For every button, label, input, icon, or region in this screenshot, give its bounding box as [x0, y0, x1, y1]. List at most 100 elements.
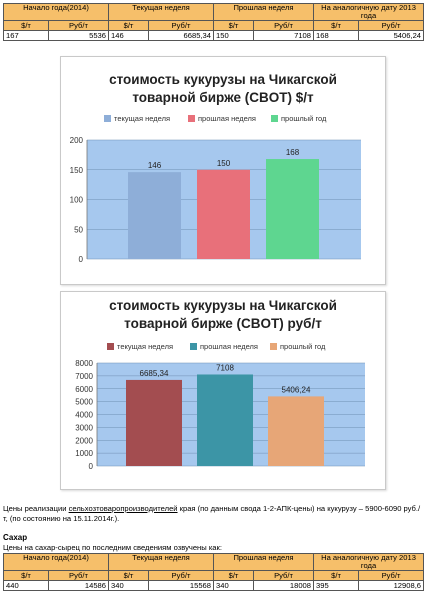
- y-tick-label: 8000: [75, 359, 93, 368]
- header-last-week: Прошлая неделя: [212, 3, 315, 21]
- legend-label: прошлая неделя: [200, 342, 258, 351]
- y-tick-label: 1000: [75, 449, 93, 458]
- header-current-week: Текущая неделя: [108, 3, 214, 21]
- value-cell: 5406,24: [358, 30, 425, 41]
- unit-cell: $/т: [108, 20, 149, 31]
- section-title-sugar: Сахар: [3, 533, 28, 542]
- bar-3: [268, 396, 324, 466]
- unit-cell: Руб/т: [48, 570, 109, 581]
- y-tick-label: 200: [70, 136, 84, 145]
- data-label: 6685,34: [140, 369, 169, 378]
- chart-rub-svg: стоимость кукурузы на Чикагской товарной…: [75, 298, 365, 471]
- y-tick-label: 3000: [75, 423, 93, 432]
- y-tick-label: 5000: [75, 398, 93, 407]
- bar-2: [197, 374, 253, 466]
- y-tick-label: 6000: [75, 385, 93, 394]
- corn-price-table: Начало года(2014) Текущая неделя Прошлая…: [3, 3, 425, 41]
- value-cell: 12908,6: [358, 580, 425, 591]
- unit-cell: $/т: [3, 20, 49, 31]
- value-cell: 15568: [148, 580, 214, 591]
- unit-cell: Руб/т: [48, 20, 109, 31]
- value-cell: 150: [213, 30, 254, 41]
- sugar-price-table: Начало года(2014) Текущая неделя Прошлая…: [3, 553, 425, 591]
- value-cell: 7108: [252, 30, 315, 41]
- chart-plot-area: 0 50 100 150 200 146 150 168: [70, 136, 361, 264]
- chart-legend: текущая неделя прошлая неделя прошлый год: [107, 342, 326, 351]
- value-cell: 14586: [48, 580, 109, 591]
- unit-cell: $/т: [213, 570, 254, 581]
- unit-cell: $/т: [313, 570, 360, 581]
- bar-2: [197, 169, 250, 259]
- unit-cell: Руб/т: [148, 20, 214, 31]
- chart-usd: стоимость кукурузы на Чикагской товарной…: [60, 56, 386, 285]
- bar-1: [128, 172, 181, 259]
- unit-cell: $/т: [213, 20, 254, 31]
- chart-title-line1: стоимость кукурузы на Чикагской: [109, 298, 337, 313]
- legend-swatch: [271, 115, 278, 122]
- legend-swatch: [107, 343, 114, 350]
- value-cell: 146: [108, 30, 149, 41]
- data-label: 146: [148, 161, 162, 170]
- paragraph-prefix: Цены реализации: [3, 504, 69, 513]
- y-tick-label: 4000: [75, 411, 93, 420]
- value-cell: 440: [3, 580, 49, 591]
- y-tick-label: 50: [74, 225, 83, 234]
- legend-swatch: [190, 343, 197, 350]
- table-row: 167 5536 146 6685,34 150 7108 168 5406,2…: [3, 30, 425, 41]
- chart-legend: текущая неделя прошлая неделя прошлый год: [104, 114, 327, 123]
- producers-link[interactable]: сельхозтоваропроизводителей: [68, 504, 178, 513]
- price-paragraph: Цены реализации сельхозтоваропроизводите…: [3, 504, 423, 524]
- value-cell: 168: [313, 30, 360, 41]
- legend-swatch: [270, 343, 277, 350]
- unit-cell: Руб/т: [148, 570, 214, 581]
- bar-3: [266, 159, 319, 259]
- table-header-row: Начало года(2014) Текущая неделя Прошлая…: [3, 553, 425, 571]
- data-label: 168: [286, 148, 300, 157]
- header-same-date-2013: На аналогичную дату 2013 года: [313, 553, 425, 571]
- chart-rub: стоимость кукурузы на Чикагской товарной…: [60, 291, 386, 490]
- unit-cell: $/т: [3, 570, 49, 581]
- chart-title-line2: товарной бирже (CBOT) $/т: [132, 90, 314, 105]
- legend-swatch: [104, 115, 111, 122]
- sugar-intro: Цены на сахар-сырец по последним сведени…: [3, 543, 222, 552]
- unit-cell: $/т: [313, 20, 360, 31]
- y-tick-label: 100: [70, 196, 84, 205]
- chart-usd-svg: стоимость кукурузы на Чикагской товарной…: [70, 72, 361, 264]
- chart-title-line2: товарной бирже (CBOT) руб/т: [124, 316, 322, 331]
- table-header-row: Начало года(2014) Текущая неделя Прошлая…: [3, 3, 425, 21]
- unit-cell: $/т: [108, 570, 149, 581]
- y-tick-label: 0: [89, 462, 94, 471]
- header-start-of-year: Начало года(2014): [3, 3, 109, 21]
- y-tick-label: 2000: [75, 436, 93, 445]
- legend-label: текущая неделя: [117, 342, 173, 351]
- header-start-of-year: Начало года(2014): [3, 553, 109, 571]
- value-cell: 6685,34: [148, 30, 214, 41]
- table-units-row: $/т Руб/т $/т Руб/т $/т Руб/т $/т Руб/т: [3, 20, 425, 31]
- value-cell: 340: [213, 580, 254, 591]
- value-cell: 18008: [252, 580, 315, 591]
- y-tick-label: 7000: [75, 372, 93, 381]
- value-cell: 5536: [48, 30, 109, 41]
- y-tick-label: 0: [79, 255, 84, 264]
- legend-label: прошлый год: [280, 342, 326, 351]
- unit-cell: Руб/т: [358, 570, 425, 581]
- value-cell: 395: [313, 580, 360, 591]
- value-cell: 340: [108, 580, 149, 591]
- paragraph-rest: края (по данным свода 1-2-АПК-цены) на к…: [3, 504, 421, 523]
- unit-cell: Руб/т: [252, 570, 315, 581]
- data-label: 5406,24: [282, 385, 311, 394]
- data-label: 150: [217, 159, 231, 168]
- header-same-date-2013: На аналогичную дату 2013 года: [313, 3, 425, 21]
- table-row: 440 14586 340 15568 340 18008 395 12908,…: [3, 580, 425, 591]
- table-units-row: $/т Руб/т $/т Руб/т $/т Руб/т $/т Руб/т: [3, 570, 425, 581]
- legend-label: прошлая неделя: [198, 114, 256, 123]
- legend-label: текущая неделя: [114, 114, 170, 123]
- value-cell: 167: [3, 30, 49, 41]
- header-current-week: Текущая неделя: [108, 553, 214, 571]
- unit-cell: Руб/т: [252, 20, 315, 31]
- unit-cell: Руб/т: [358, 20, 425, 31]
- legend-label: прошлый год: [281, 114, 327, 123]
- chart-title-line1: стоимость кукурузы на Чикагской: [109, 72, 337, 87]
- header-last-week: Прошлая неделя: [212, 553, 315, 571]
- chart-plot-area: 0 1000 2000 3000 4000 5000 6000 7000 8000 6685,34…: [75, 359, 365, 471]
